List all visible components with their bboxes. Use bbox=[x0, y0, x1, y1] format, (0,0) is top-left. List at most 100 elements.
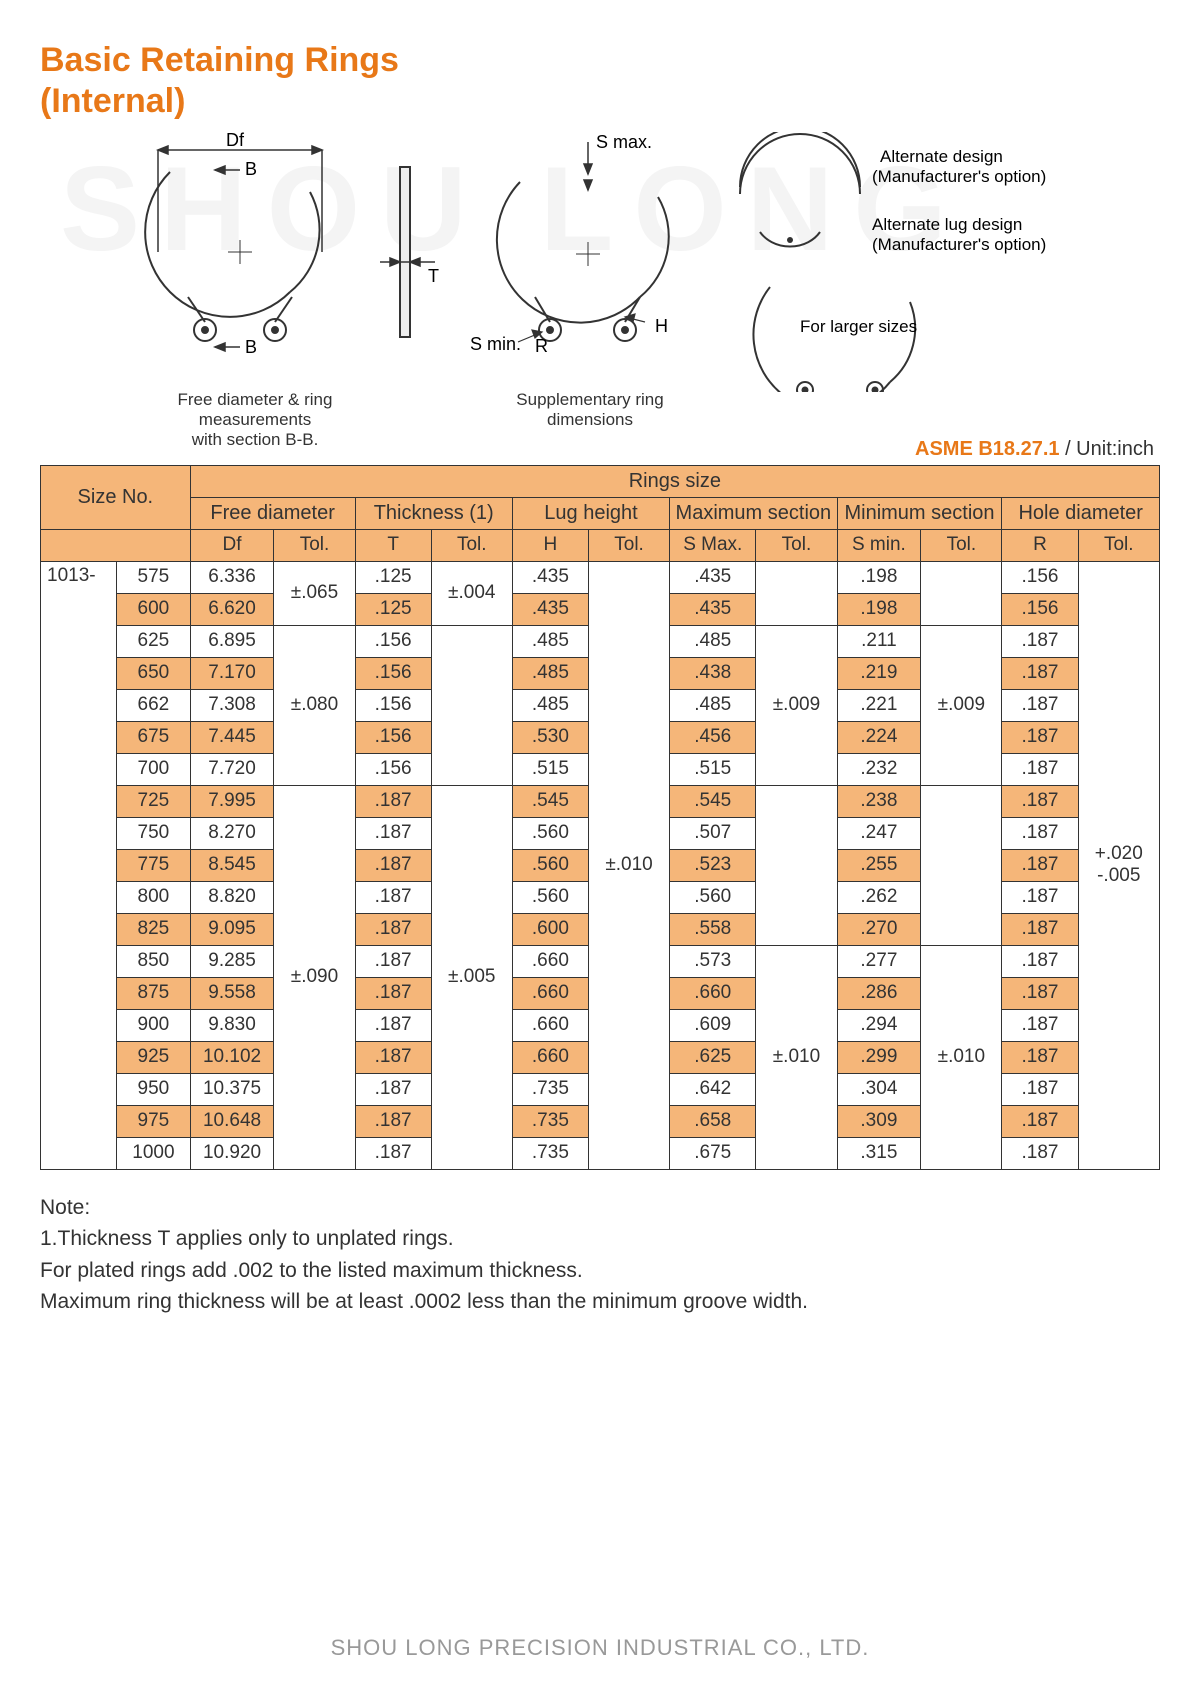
t-label: T bbox=[428, 266, 439, 286]
cell-t: .156 bbox=[355, 625, 431, 657]
title-line1: Basic Retaining Rings bbox=[40, 41, 399, 79]
cell-h: .660 bbox=[512, 1009, 588, 1041]
cell-smin: .198 bbox=[837, 593, 921, 625]
cell-r: .187 bbox=[1002, 753, 1078, 785]
cell-h: .735 bbox=[512, 1073, 588, 1105]
notes-block: Note: 1.Thickness T applies only to unpl… bbox=[40, 1192, 1160, 1318]
th-tol-df: Tol. bbox=[274, 529, 355, 561]
cell-smax: .560 bbox=[670, 881, 756, 913]
cell-tol-df: ±.080 bbox=[274, 625, 355, 785]
h-label: H bbox=[655, 316, 668, 336]
cell-tol-r: +.020-.005 bbox=[1078, 561, 1159, 1169]
cell-tol-smin bbox=[921, 785, 1002, 945]
cell-smax: .625 bbox=[670, 1041, 756, 1073]
footer-company: SHOU LONG PRECISION INDUSTRIAL CO., LTD. bbox=[40, 1635, 1160, 1661]
cell-t: .187 bbox=[355, 881, 431, 913]
th-size-no: Size No. bbox=[41, 465, 191, 529]
th-min-section: Minimum section bbox=[837, 497, 1002, 529]
cell-smax: .609 bbox=[670, 1009, 756, 1041]
cell-size: 750 bbox=[117, 817, 191, 849]
cell-h: .560 bbox=[512, 817, 588, 849]
th-t: T bbox=[355, 529, 431, 561]
th-tol-t: Tol. bbox=[431, 529, 512, 561]
cell-smax: .660 bbox=[670, 977, 756, 1009]
alt-lug-2: (Manufacturer's option) bbox=[872, 235, 1046, 254]
cell-df: 7.170 bbox=[190, 657, 274, 689]
b-label-top: B bbox=[245, 159, 257, 179]
cell-df: 9.558 bbox=[190, 977, 274, 1009]
cell-h: .515 bbox=[512, 753, 588, 785]
cell-h: .485 bbox=[512, 657, 588, 689]
caption-1a: Free diameter & ring measurements bbox=[178, 390, 333, 429]
cell-t: .187 bbox=[355, 1073, 431, 1105]
smax-label: S max. bbox=[596, 132, 652, 152]
cell-size: 1000 bbox=[117, 1137, 191, 1169]
cell-tol-t bbox=[431, 625, 512, 785]
cell-df: 6.336 bbox=[190, 561, 274, 593]
asme-code: ASME B18.27.1 bbox=[915, 438, 1060, 460]
cell-t: .187 bbox=[355, 1105, 431, 1137]
b-label-bot: B bbox=[245, 337, 257, 357]
th-smin: S min. bbox=[837, 529, 921, 561]
cell-t: .187 bbox=[355, 1041, 431, 1073]
cell-t: .187 bbox=[355, 977, 431, 1009]
notes-line2: For plated rings add .002 to the listed … bbox=[40, 1255, 1160, 1287]
cell-r: .187 bbox=[1002, 625, 1078, 657]
cell-smin: .211 bbox=[837, 625, 921, 657]
th-thickness: Thickness (1) bbox=[355, 497, 512, 529]
cell-df: 9.095 bbox=[190, 913, 274, 945]
cell-size: 775 bbox=[117, 849, 191, 881]
cell-smin: .277 bbox=[837, 945, 921, 977]
cell-smax: .435 bbox=[670, 561, 756, 593]
cell-smin: .224 bbox=[837, 721, 921, 753]
cell-size: 675 bbox=[117, 721, 191, 753]
cell-df: 10.102 bbox=[190, 1041, 274, 1073]
cell-df: 7.445 bbox=[190, 721, 274, 753]
cell-t: .187 bbox=[355, 785, 431, 817]
caption-1b: with section B-B. bbox=[192, 430, 319, 449]
cell-h: .435 bbox=[512, 561, 588, 593]
cell-h: .560 bbox=[512, 849, 588, 881]
cell-r: .187 bbox=[1002, 977, 1078, 1009]
cell-t: .187 bbox=[355, 1137, 431, 1169]
cell-r: .187 bbox=[1002, 1137, 1078, 1169]
smin-label: S min. bbox=[470, 334, 521, 354]
cell-tol-smax: ±.010 bbox=[756, 945, 837, 1169]
cell-size: 925 bbox=[117, 1041, 191, 1073]
cell-size: 625 bbox=[117, 625, 191, 657]
th-tol-h: Tol. bbox=[588, 529, 669, 561]
cell-size: 650 bbox=[117, 657, 191, 689]
cell-smin: .232 bbox=[837, 753, 921, 785]
page-title: Basic Retaining Rings (Internal) bbox=[40, 40, 1160, 122]
cell-df: 8.820 bbox=[190, 881, 274, 913]
cell-t: .187 bbox=[355, 945, 431, 977]
th-tol-r: Tol. bbox=[1078, 529, 1159, 561]
cell-df: 9.830 bbox=[190, 1009, 274, 1041]
cell-tol-df: ±.065 bbox=[274, 561, 355, 625]
cell-smax: .438 bbox=[670, 657, 756, 689]
diagram-area: Df B B T bbox=[40, 132, 1160, 432]
cell-smin: .286 bbox=[837, 977, 921, 1009]
r-label: R bbox=[535, 336, 548, 356]
cell-tol-smax bbox=[756, 561, 837, 625]
cell-size: 600 bbox=[117, 593, 191, 625]
cell-r: .187 bbox=[1002, 1105, 1078, 1137]
cell-r: .187 bbox=[1002, 657, 1078, 689]
notes-line3: Maximum ring thickness will be at least … bbox=[40, 1286, 1160, 1318]
caption-2: Supplementary ring dimensions bbox=[480, 390, 700, 430]
cell-r: .187 bbox=[1002, 913, 1078, 945]
cell-smax: .435 bbox=[670, 593, 756, 625]
caption-1: Free diameter & ring measurements with s… bbox=[120, 390, 390, 450]
cell-t: .156 bbox=[355, 753, 431, 785]
th-max-section: Maximum section bbox=[670, 497, 837, 529]
cell-r: .187 bbox=[1002, 785, 1078, 817]
cell-smin: .315 bbox=[837, 1137, 921, 1169]
cell-tol-t: ±.005 bbox=[431, 785, 512, 1169]
cell-df: 10.648 bbox=[190, 1105, 274, 1137]
cell-smin: .198 bbox=[837, 561, 921, 593]
cell-h: .435 bbox=[512, 593, 588, 625]
cell-r: .187 bbox=[1002, 689, 1078, 721]
df-label: Df bbox=[226, 132, 245, 150]
cell-df: 10.920 bbox=[190, 1137, 274, 1169]
th-df: Df bbox=[190, 529, 274, 561]
